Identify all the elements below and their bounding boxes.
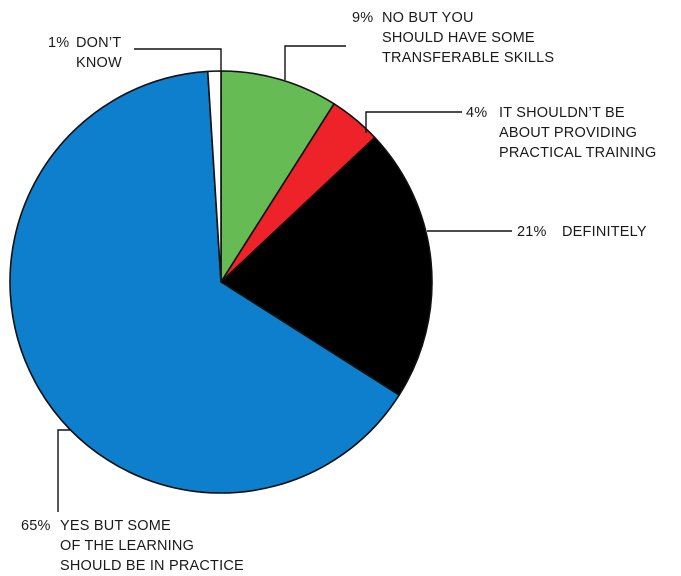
- slice-label-0-line-0: NO BUT YOU: [382, 10, 474, 26]
- slice-label-1-line-2: PRACTICAL TRAINING: [499, 145, 657, 161]
- pie-slice-0: [220, 70, 335, 283]
- pie-slices: [9, 70, 433, 494]
- leader-line-4: [134, 48, 222, 71]
- slice-label-4-line-0: DON’T: [76, 35, 121, 51]
- pie-slice-2: [220, 136, 433, 396]
- leader-lines: [57, 45, 512, 512]
- leader-line-0: [284, 45, 346, 80]
- slice-labels: 9% NO BUT YOU SHOULD HAVE SOME TRANSFERABLE…: [21, 10, 657, 574]
- slice-percent-label-0: 9%: [352, 10, 373, 26]
- slice-label-0-line-2: TRANSFERABLE SKILLS: [382, 50, 554, 66]
- leader-line-3: [57, 429, 70, 512]
- slice-percent-label-1: 4%: [466, 105, 487, 121]
- slice-percent-label-3: 65%: [21, 518, 51, 534]
- slice-label-3-line-0: YES BUT SOME: [60, 518, 171, 534]
- slice-percent-label-4: 1%: [48, 35, 69, 51]
- slice-label-1-line-1: ABOUT PROVIDING: [499, 125, 637, 141]
- slice-label-3-line-2: SHOULD BE IN PRACTICE: [60, 558, 244, 574]
- slice-percent-label-2: 21%: [517, 224, 547, 240]
- slice-label-2-line-0: DEFINITELY: [562, 224, 647, 240]
- pie-slice-3: [9, 70, 400, 494]
- slice-label-3-line-1: OF THE LEARNING: [60, 538, 194, 554]
- slice-label-1-line-0: IT SHOULDN’T BE: [499, 105, 625, 121]
- slice-label-0-line-1: SHOULD HAVE SOME: [382, 30, 535, 46]
- leader-line-1: [365, 111, 462, 133]
- slice-label-4-line-1: KNOW: [76, 55, 122, 71]
